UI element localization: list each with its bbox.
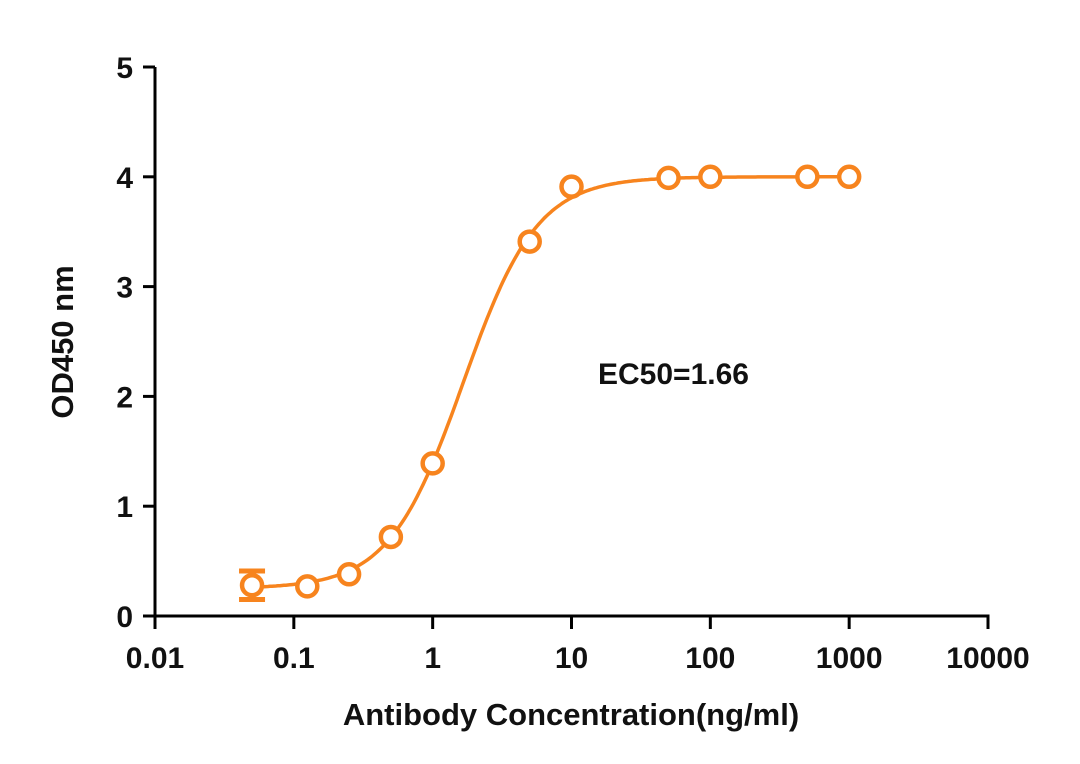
y-tick-label: 2 bbox=[116, 381, 133, 414]
x-tick-label: 10 bbox=[555, 642, 588, 675]
ec50-annotation: EC50=1.66 bbox=[598, 358, 749, 391]
x-tick-label: 1000 bbox=[816, 642, 883, 675]
data-point bbox=[517, 229, 542, 254]
x-tick-label: 0.01 bbox=[126, 642, 184, 675]
data-point bbox=[239, 573, 265, 598]
fit-curve bbox=[251, 175, 850, 589]
y-tick-label: 3 bbox=[116, 272, 133, 305]
data-point bbox=[656, 165, 681, 191]
x-tick-label: 1 bbox=[424, 642, 441, 675]
data-point bbox=[795, 164, 820, 190]
y-tick-label: 0 bbox=[116, 601, 133, 634]
y-axis-label: OD450 nm bbox=[45, 265, 80, 418]
y-tick-label: 4 bbox=[116, 162, 133, 195]
data-point bbox=[420, 451, 445, 476]
data-point bbox=[295, 574, 320, 599]
x-tick-label: 10000 bbox=[946, 642, 1029, 675]
data-points bbox=[239, 164, 862, 603]
data-point bbox=[378, 524, 404, 550]
data-point bbox=[836, 164, 862, 190]
x-axis-label: Antibody Concentration(ng/ml) bbox=[343, 697, 799, 732]
x-tick-label: 0.1 bbox=[273, 642, 315, 675]
data-point bbox=[698, 164, 723, 190]
y-tick-label: 5 bbox=[116, 52, 133, 85]
x-tick-label: 100 bbox=[685, 642, 735, 675]
axes: 0 1 2 3 4 5 0.01 0.1 1 10 100 1000 10000 bbox=[116, 52, 1029, 675]
y-tick-label: 1 bbox=[116, 491, 133, 524]
data-point bbox=[559, 174, 584, 199]
data-point bbox=[336, 562, 362, 587]
